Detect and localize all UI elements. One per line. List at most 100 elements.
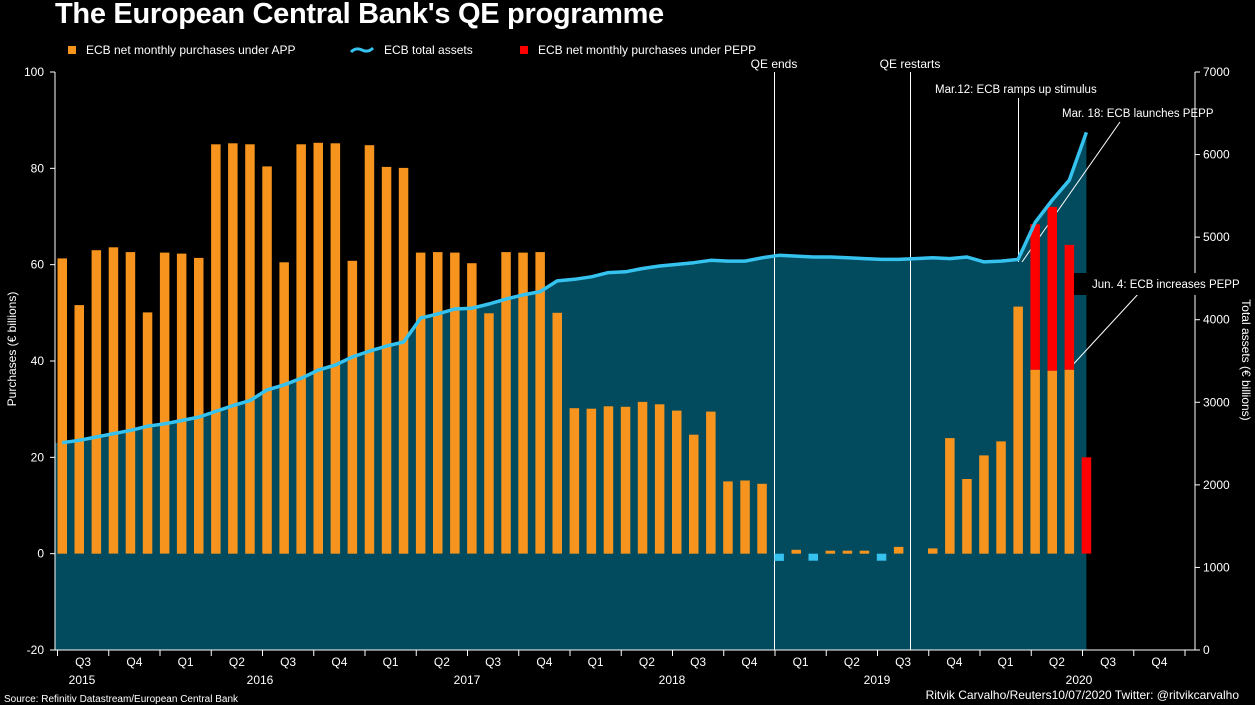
right-tick-label: 3000 xyxy=(1203,395,1230,409)
legend-swatch-pepp xyxy=(520,46,528,54)
legend-item-app: ECB net monthly purchases under APP xyxy=(68,43,295,57)
year-label: 2017 xyxy=(454,673,481,687)
chart-title: The European Central Bank's QE programme xyxy=(55,0,664,30)
app-bar xyxy=(228,143,238,554)
right-tick-label: 2000 xyxy=(1203,478,1230,492)
app-bar xyxy=(398,167,409,554)
app-bar xyxy=(211,144,221,554)
app-bar xyxy=(176,253,187,554)
year-label: 2016 xyxy=(247,673,274,687)
legend-item-assets: ECB total assets xyxy=(350,43,473,57)
quarter-label: Q1 xyxy=(998,655,1014,669)
app-bar xyxy=(979,455,989,554)
app-bar xyxy=(825,550,836,554)
app-bar xyxy=(159,252,170,554)
quarter-label: Q3 xyxy=(690,655,706,669)
quarter-label: Q1 xyxy=(383,655,399,669)
year-label: 2015 xyxy=(69,673,96,687)
left-tick-label: 0 xyxy=(37,547,44,561)
quarter-label: Q4 xyxy=(741,655,757,669)
quarter-label: Q2 xyxy=(639,655,655,669)
quarter-label: Q1 xyxy=(178,655,194,669)
app-bar xyxy=(757,483,767,554)
legend-swatch-assets xyxy=(350,46,374,54)
quarter-label: Q2 xyxy=(844,655,860,669)
app-bar xyxy=(876,553,887,561)
quarter-label: Q3 xyxy=(895,655,911,669)
legend-label-assets: ECB total assets xyxy=(384,43,473,57)
app-bar xyxy=(91,250,102,554)
jun4-line xyxy=(1067,291,1141,371)
left-tick-label: 100 xyxy=(24,65,44,79)
app-bar xyxy=(347,260,358,554)
app-bar xyxy=(108,247,119,554)
app-bar xyxy=(535,252,545,554)
app-bar xyxy=(569,408,580,554)
quarter-label: Q3 xyxy=(75,655,91,669)
left-axis-title: Purchases (€ billions) xyxy=(5,292,19,407)
year-label: 2019 xyxy=(864,673,891,687)
app-bar xyxy=(518,252,528,554)
app-bar xyxy=(689,434,699,554)
pepp-bar xyxy=(1030,224,1040,370)
right-tick-label: 4000 xyxy=(1203,313,1230,327)
right-axis-title: Total assets (€ billions) xyxy=(1239,299,1253,420)
quarter-label: Q4 xyxy=(1151,655,1167,669)
app-bar xyxy=(945,438,955,554)
year-label: 2018 xyxy=(659,673,686,687)
legend-label-pepp: ECB net monthly purchases under PEPP xyxy=(538,43,757,57)
app-bar xyxy=(381,166,392,554)
left-tick-label: -20 xyxy=(27,643,45,657)
app-bar xyxy=(842,550,853,554)
total-assets-line xyxy=(61,131,1089,445)
quarter-label: Q1 xyxy=(588,655,604,669)
app-bar xyxy=(279,262,289,554)
app-bar xyxy=(1064,369,1075,554)
app-bar xyxy=(74,305,84,554)
app-bar xyxy=(142,312,153,554)
app-bar xyxy=(245,144,255,554)
app-bar xyxy=(433,252,443,554)
app-bar xyxy=(637,401,648,554)
app-bar xyxy=(774,553,784,561)
app-bar xyxy=(501,252,511,554)
annotation-jun4-box xyxy=(1074,273,1244,295)
app-bar xyxy=(893,546,904,554)
quarter-label: Q2 xyxy=(229,655,245,669)
quarter-label: Q1 xyxy=(793,655,809,669)
right-tick-label: 0 xyxy=(1203,643,1210,657)
app-bar xyxy=(1030,369,1040,554)
quarter-label: Q3 xyxy=(485,655,501,669)
app-bar xyxy=(672,410,682,554)
quarter-label: Q4 xyxy=(126,655,142,669)
app-bar xyxy=(467,263,477,554)
app-bar xyxy=(484,313,494,554)
app-bar xyxy=(928,548,938,554)
app-bar xyxy=(194,257,204,554)
app-bar xyxy=(791,549,801,554)
app-bar xyxy=(450,252,460,554)
app-bar xyxy=(620,406,631,554)
pepp-bar xyxy=(1064,244,1075,370)
pepp-bar xyxy=(1081,457,1092,554)
left-tick-label: 20 xyxy=(31,450,45,464)
app-bar xyxy=(330,143,341,554)
app-bar xyxy=(723,481,733,554)
app-bar xyxy=(57,258,67,554)
source-note: Source: Refinitiv Datastream/European Ce… xyxy=(4,694,239,705)
quarter-label: Q4 xyxy=(331,655,347,669)
total-assets-area xyxy=(55,132,1087,651)
quarter-label: Q4 xyxy=(536,655,552,669)
app-bar xyxy=(1047,370,1057,554)
app-bar xyxy=(586,408,597,554)
app-bar xyxy=(654,404,665,554)
annotation-jun4: Jun. 4: ECB increases PEPP xyxy=(1092,279,1240,291)
credit-note: Ritvik Carvalho/Reuters10/07/2020 Twitte… xyxy=(925,688,1239,702)
app-bar xyxy=(706,411,716,554)
app-bar xyxy=(808,553,818,561)
app-bar xyxy=(262,166,272,554)
app-bar xyxy=(552,312,562,554)
right-tick-label: 7000 xyxy=(1203,65,1230,79)
annotation-qe-restarts: QE restarts xyxy=(880,57,941,71)
